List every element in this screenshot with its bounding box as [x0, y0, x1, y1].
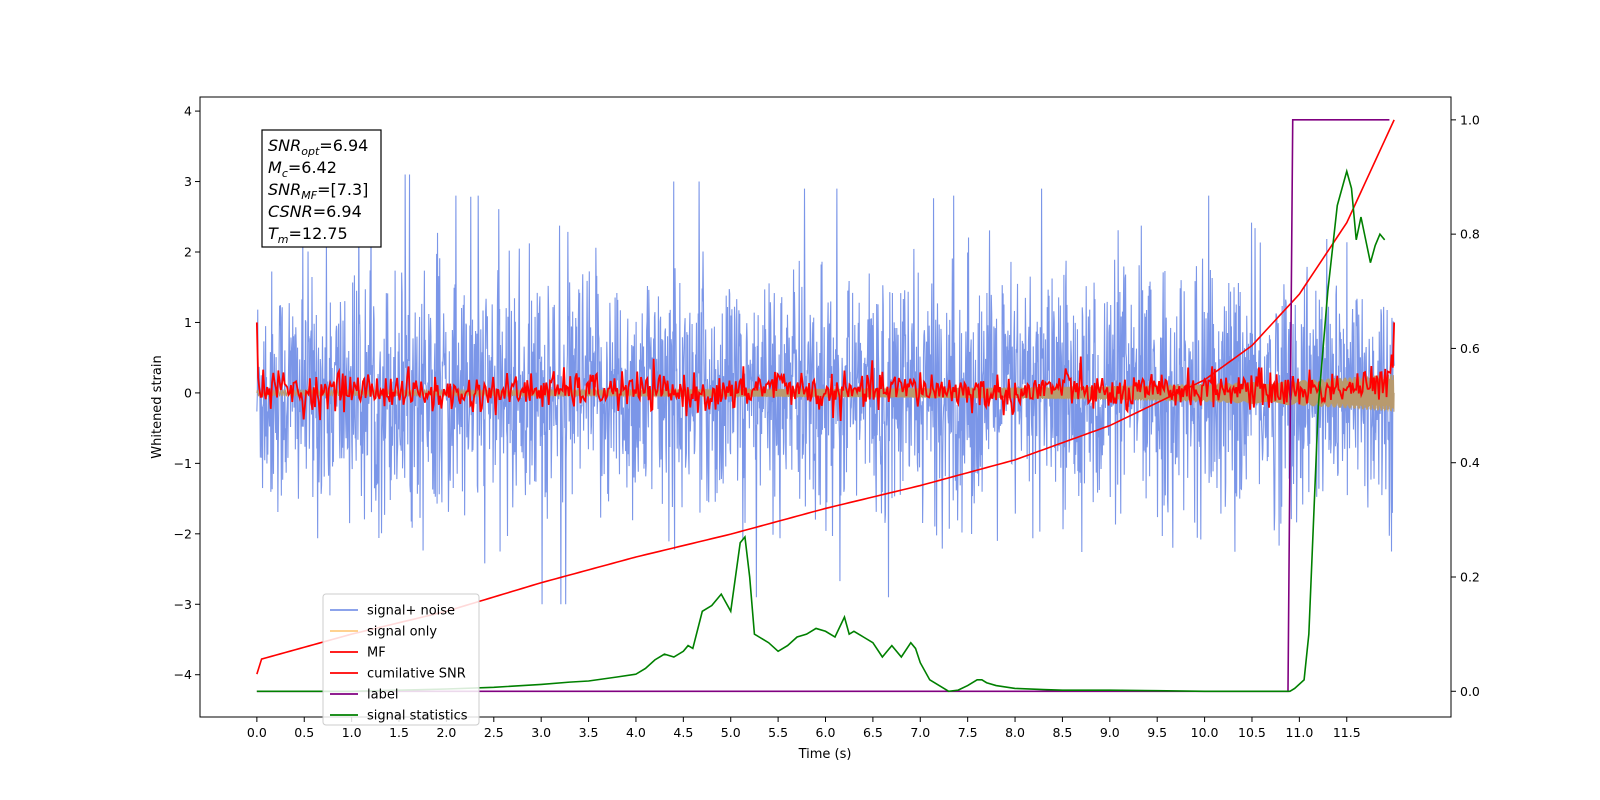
x-tick-label: 1.5 — [389, 725, 409, 740]
x-tick-label: 7.5 — [958, 725, 978, 740]
x-tick-label: 3.5 — [579, 725, 599, 740]
y-tick-label: 3 — [184, 174, 192, 189]
y-tick-label: 1 — [184, 315, 192, 330]
y-right-tick-label: 0.4 — [1460, 455, 1480, 470]
x-tick-label: 2.5 — [484, 725, 504, 740]
x-axis: 0.0 0.5 1.0 1.5 2.0 2.5 3.0 3.5 4.0 4.5 5.0 5.5 6.0 6… — [247, 717, 1361, 740]
annotation-line: Tm=12.75 — [268, 224, 348, 246]
series-signal-statistics-line — [256, 168, 1386, 693]
x-tick-label: 5.5 — [768, 725, 788, 740]
x-tick-label: 5.0 — [721, 725, 741, 740]
y-axis-label: Whitened strain — [150, 355, 165, 458]
x-tick-label: 2.0 — [436, 725, 456, 740]
y-tick-label: −3 — [174, 597, 192, 612]
x-tick-label: 8.0 — [1005, 725, 1025, 740]
x-tick-label: 11.0 — [1285, 725, 1313, 740]
x-tick-label: 10.5 — [1238, 725, 1266, 740]
x-axis-label: Time (s) — [798, 747, 852, 762]
y-tick-label: 0 — [184, 385, 192, 400]
y-right-tick-label: 0.2 — [1460, 570, 1480, 585]
x-tick-label: 7.0 — [910, 725, 930, 740]
legend-frame — [322, 593, 480, 726]
legend: signal+ noise signal only MF cumilative SNR… — [322, 593, 480, 726]
y-right-tick-label: 0.6 — [1460, 341, 1480, 356]
y-right-tick-label: 0.0 — [1460, 684, 1480, 699]
legend-entry-label: signal+ noise — [367, 604, 455, 619]
y-tick-label: 2 — [184, 245, 192, 260]
x-tick-label: 9.5 — [1147, 725, 1167, 740]
x-tick-label: 4.0 — [626, 725, 646, 740]
y-axis-right: 0.0 0.2 0.4 0.6 0.8 1.0 — [1451, 112, 1480, 699]
y-tick-label: −4 — [174, 667, 192, 682]
y-axis-left: −4 −3 −2 −1 0 1 2 3 4 — [174, 104, 200, 682]
x-tick-label: 10.0 — [1191, 725, 1219, 740]
y-tick-label: −2 — [174, 526, 192, 541]
x-tick-label: 9.0 — [1100, 725, 1120, 740]
x-tick-label: 8.5 — [1052, 725, 1072, 740]
legend-entry-label: signal statistics — [367, 709, 468, 724]
series-label-line — [256, 119, 1390, 693]
x-tick-label: 4.5 — [673, 725, 693, 740]
x-tick-label: 6.5 — [863, 725, 883, 740]
y-tick-label: 4 — [184, 104, 192, 119]
x-tick-label: 6.0 — [816, 725, 836, 740]
annotation-line: Mc=6.42 — [268, 158, 337, 180]
y-right-tick-label: 0.8 — [1460, 227, 1480, 242]
legend-entry-label: MF — [367, 646, 386, 661]
legend-entry-label: cumilative SNR — [367, 667, 466, 682]
x-tick-label: 11.5 — [1333, 725, 1361, 740]
x-tick-label: 0.5 — [294, 725, 314, 740]
annotation-line: SNRMF=[7.3] — [268, 180, 368, 202]
x-tick-label: 1.0 — [342, 725, 362, 740]
annotation-line: SNRopt=6.94 — [268, 136, 368, 158]
annotation-line: CSNR=6.94 — [268, 202, 362, 221]
legend-entry-label: signal only — [367, 625, 437, 640]
y-right-tick-label: 1.0 — [1460, 112, 1480, 127]
x-tick-label: 3.0 — [531, 725, 551, 740]
legend-entry-label: label — [367, 688, 398, 703]
x-tick-label: 0.0 — [247, 725, 267, 740]
y-tick-label: −1 — [174, 456, 192, 471]
annotation-frame — [261, 129, 382, 248]
